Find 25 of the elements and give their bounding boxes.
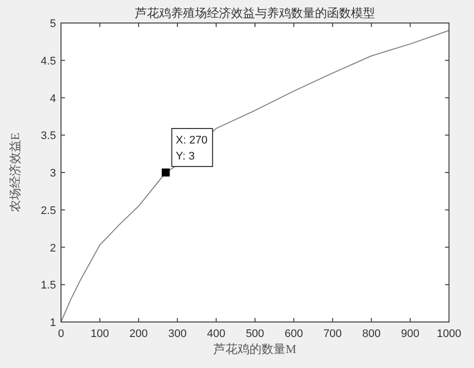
x-tick-label: 400 xyxy=(207,328,226,340)
y-tick-label: 4 xyxy=(50,92,56,105)
y-tick-label: 4.5 xyxy=(40,55,56,68)
y-tick-label: 3 xyxy=(50,168,56,180)
y-tick-label: 1.5 xyxy=(40,280,56,292)
chart-title: 芦花鸡养殖场经济效益与养鸡数量的函数模型 xyxy=(135,6,375,20)
x-axis-title: 芦花鸡的数量M xyxy=(214,342,297,356)
x-tick-label: 900 xyxy=(401,328,420,340)
x-tick-label: 500 xyxy=(246,328,264,340)
annotation: X: 270 Y: 3 xyxy=(176,134,208,162)
x-tick-label: 600 xyxy=(284,328,303,340)
x-tick-label: 1000 xyxy=(436,328,462,340)
y-tick-label: 5 xyxy=(50,18,56,30)
x-tick-label: 0 xyxy=(58,328,64,340)
x-tick-label: 200 xyxy=(129,328,148,340)
x-tick-label: 700 xyxy=(323,328,342,340)
y-tick-label: 3.5 xyxy=(40,130,56,142)
y-tick-label: 1 xyxy=(50,317,56,329)
x-tick-label: 300 xyxy=(168,328,187,340)
y-tick-label: 2 xyxy=(50,242,56,254)
x-tick-label: 800 xyxy=(362,328,381,340)
x-tick-label: 100 xyxy=(90,328,109,340)
y-axis-title: 农场经济效益E xyxy=(8,132,22,212)
y-tick-label: 2.5 xyxy=(40,204,56,217)
line-series xyxy=(60,30,450,322)
